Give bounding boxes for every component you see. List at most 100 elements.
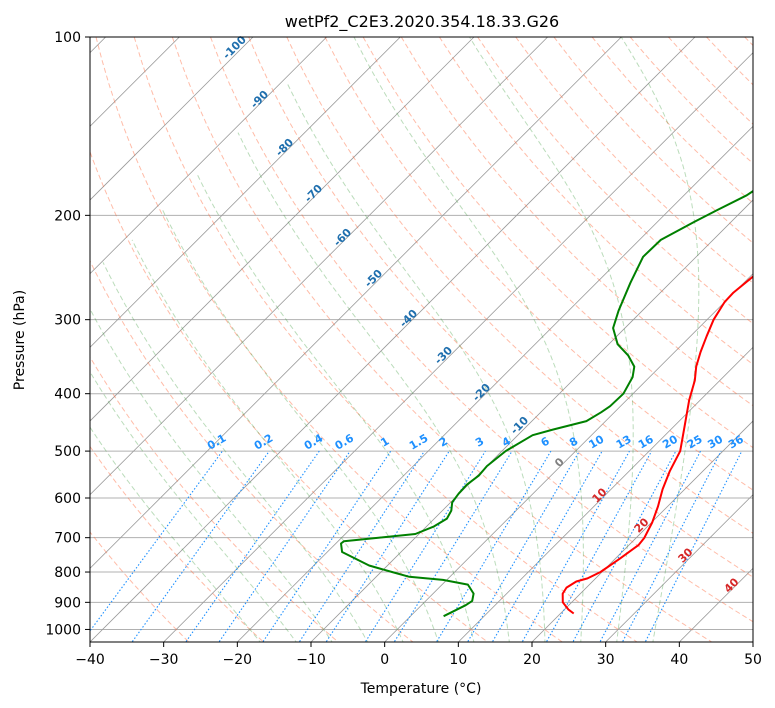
mixing-ratio-label: 0.6 (333, 431, 357, 452)
moist-adiabat (353, 37, 584, 642)
x-tick-label: 20 (523, 652, 541, 668)
dry-adiabat-label: -80 (273, 136, 296, 159)
isotherm (90, 37, 548, 496)
isotherm (90, 37, 696, 642)
isotherm (90, 37, 622, 569)
dry-adiabat-label: 20 (632, 515, 652, 535)
mixing-ratio-line (185, 450, 320, 642)
mixing-ratio-label: 36 (726, 432, 746, 451)
mixing-ratio-line (364, 450, 486, 642)
dry-adiabat (90, 445, 265, 642)
mixing-ratio-label: 6 (539, 434, 552, 449)
moist-adiabat (90, 370, 297, 642)
y-tick-label: 900 (54, 595, 81, 611)
isotherm (90, 37, 475, 422)
mixing-ratio-line (466, 450, 580, 642)
mixing-ratio-line (131, 450, 270, 642)
x-tick-label: −10 (296, 652, 326, 668)
mixing-ratio-line (621, 450, 722, 642)
dewpoint-profile (340, 189, 753, 618)
isotherm (457, 346, 753, 642)
x-tick-label: 40 (670, 652, 688, 668)
isotherm (752, 641, 753, 642)
mixing-ratio-label: 30 (705, 432, 725, 451)
mixing-ratio-label: 8 (567, 435, 580, 450)
moist-adiabat (90, 308, 333, 642)
y-tick-label: 800 (54, 565, 81, 581)
isotherm (90, 37, 254, 201)
grid-label-layer: 0.1 0.2 0.4 0.6 1 1.5 2 3 4 6 8 10 13 16 20 25 30 36-100-… (205, 33, 746, 596)
dry-adiabat (95, 37, 564, 642)
y-tick-label: 300 (54, 313, 81, 329)
dry-adiabat-label: -40 (397, 307, 420, 330)
mixing-ratio-line (393, 450, 513, 642)
mixing-ratio-line (599, 450, 702, 642)
dry-adiabat-label: -90 (248, 88, 271, 111)
isotherm (236, 125, 753, 642)
dry-adiabat (286, 37, 753, 534)
x-tick-label: −20 (223, 652, 253, 668)
dry-adiabat-label: -20 (470, 381, 493, 404)
temperature-profile (561, 275, 753, 615)
x-tick-label: 30 (597, 652, 615, 668)
isotherm (310, 199, 753, 642)
x-tick-label: −30 (149, 652, 179, 668)
mixing-ratio-line (90, 450, 223, 632)
moist-adiabat (469, 37, 634, 642)
x-tick-label: 50 (744, 652, 762, 668)
y-tick-label: 100 (54, 30, 81, 46)
mixing-ratio-line (325, 450, 450, 642)
dry-adiabat (90, 356, 339, 642)
dry-adiabat-label: 0 (552, 455, 567, 470)
dry-adiabat-label: -10 (508, 414, 531, 437)
dry-adiabat (90, 150, 489, 642)
mixing-ratio-label: 1.5 (407, 432, 430, 453)
dry-adiabat-label: 30 (676, 545, 696, 565)
dry-adiabat (362, 37, 753, 449)
dry-adiabat-label: -30 (432, 344, 455, 367)
dry-adiabat (324, 37, 753, 491)
moist-adiabat (196, 173, 475, 642)
series-layer (340, 189, 753, 618)
mixing-ratio-line (218, 450, 351, 642)
x-tick-label: 10 (449, 652, 467, 668)
isotherm (605, 494, 753, 642)
dry-adiabat-label: 40 (722, 575, 742, 595)
y-axis-label: Pressure (hPa) (12, 290, 28, 390)
dry-adiabat (133, 37, 638, 642)
moist-adiabat (90, 426, 261, 642)
isotherm (90, 37, 401, 348)
grid-layer (90, 37, 753, 642)
mixing-ratio-label: 20 (660, 432, 680, 451)
dry-adiabat (90, 531, 190, 642)
mixing-ratio-line (644, 450, 743, 642)
mixing-ratio-label: 3 (473, 435, 486, 450)
dry-adiabat (248, 37, 753, 578)
mixing-ratio-line (435, 450, 552, 642)
isotherm (531, 420, 753, 642)
x-tick-label: 0 (380, 652, 389, 668)
plot-frame (89, 36, 754, 643)
dry-adiabat-label: 10 (590, 485, 610, 505)
moist-adiabat (237, 132, 510, 642)
isotherm (90, 37, 327, 275)
x-tick-label: −40 (75, 652, 105, 668)
y-tick-label: 400 (54, 387, 81, 403)
isotherm (163, 52, 753, 642)
y-tick-label: 700 (54, 531, 81, 547)
mixing-ratio-label: 25 (685, 433, 705, 452)
tick-layer: −40 −30 −20 −10 0 10 20 30 40 5010020030040050060… (45, 30, 762, 668)
chart-title: wetPf2_C2E3.2020.354.18.33.G26 (285, 12, 559, 32)
dry-adiabat (210, 37, 753, 623)
dry-adiabat (171, 37, 713, 642)
mixing-ratio-line (491, 450, 603, 642)
y-tick-label: 500 (54, 444, 81, 460)
moist-adiabat (161, 208, 440, 642)
dry-adiabat-label: -60 (331, 226, 354, 249)
dry-adiabat-label: -50 (362, 267, 385, 290)
mixing-ratio-label: 10 (587, 432, 607, 451)
y-tick-label: 600 (54, 491, 81, 507)
y-tick-label: 1000 (45, 622, 81, 638)
dry-adiabat (90, 259, 414, 642)
